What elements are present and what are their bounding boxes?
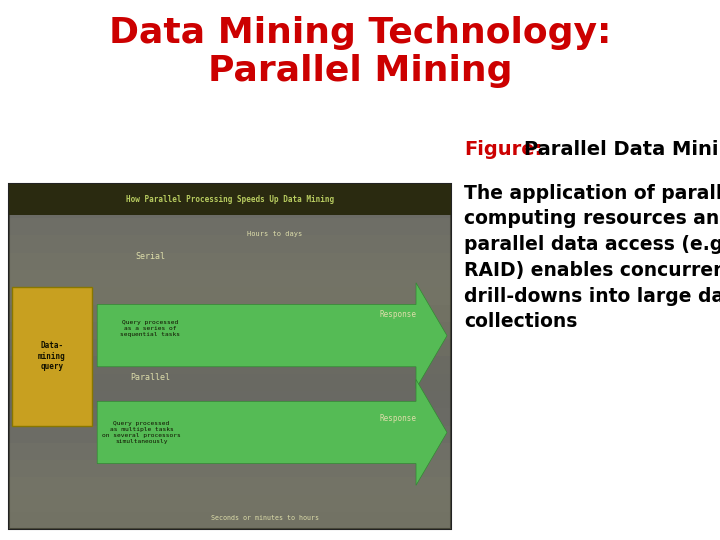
Bar bbox=[9, 374, 451, 391]
Text: Seconds or minutes to hours: Seconds or minutes to hours bbox=[212, 515, 320, 521]
Bar bbox=[9, 512, 451, 529]
Bar bbox=[9, 184, 451, 215]
Bar bbox=[9, 184, 451, 201]
Text: How Parallel Processing Speeds Up Data Mining: How Parallel Processing Speeds Up Data M… bbox=[126, 195, 334, 204]
Bar bbox=[9, 426, 451, 443]
Bar bbox=[9, 322, 451, 339]
Text: Data Mining Technology:
Parallel Mining: Data Mining Technology: Parallel Mining bbox=[109, 16, 611, 88]
Text: Parallel: Parallel bbox=[130, 373, 171, 382]
Text: Parallel Data Mining: Parallel Data Mining bbox=[524, 140, 720, 159]
Polygon shape bbox=[97, 380, 447, 485]
Text: Response: Response bbox=[380, 310, 417, 320]
Bar bbox=[9, 408, 451, 426]
Bar bbox=[9, 443, 451, 460]
Polygon shape bbox=[97, 283, 447, 389]
Bar bbox=[9, 495, 451, 512]
Text: Data-
mining
query: Data- mining query bbox=[38, 341, 66, 372]
Bar bbox=[9, 218, 451, 235]
Text: Serial: Serial bbox=[135, 252, 166, 261]
Bar bbox=[9, 477, 451, 495]
Bar bbox=[9, 305, 451, 322]
Bar bbox=[12, 287, 92, 426]
Bar bbox=[9, 460, 451, 477]
Bar bbox=[9, 253, 451, 270]
Text: Figure:: Figure: bbox=[464, 140, 543, 159]
Text: Response: Response bbox=[380, 414, 417, 423]
Bar bbox=[9, 287, 451, 305]
Bar bbox=[9, 356, 451, 374]
Text: Query processed
as a series of
sequential tasks: Query processed as a series of sequentia… bbox=[120, 320, 180, 337]
Text: The application of parallel
computing resources and
parallel data access (e.g.,
: The application of parallel computing re… bbox=[464, 184, 720, 332]
Text: Hours to days: Hours to days bbox=[247, 231, 302, 237]
Bar bbox=[9, 270, 451, 287]
Bar bbox=[9, 184, 451, 529]
Bar bbox=[9, 201, 451, 218]
Bar bbox=[9, 391, 451, 408]
Bar bbox=[9, 339, 451, 356]
Text: Query processed
as multiple tasks
on several processors
simultaneously: Query processed as multiple tasks on sev… bbox=[102, 421, 181, 444]
Bar bbox=[9, 235, 451, 253]
